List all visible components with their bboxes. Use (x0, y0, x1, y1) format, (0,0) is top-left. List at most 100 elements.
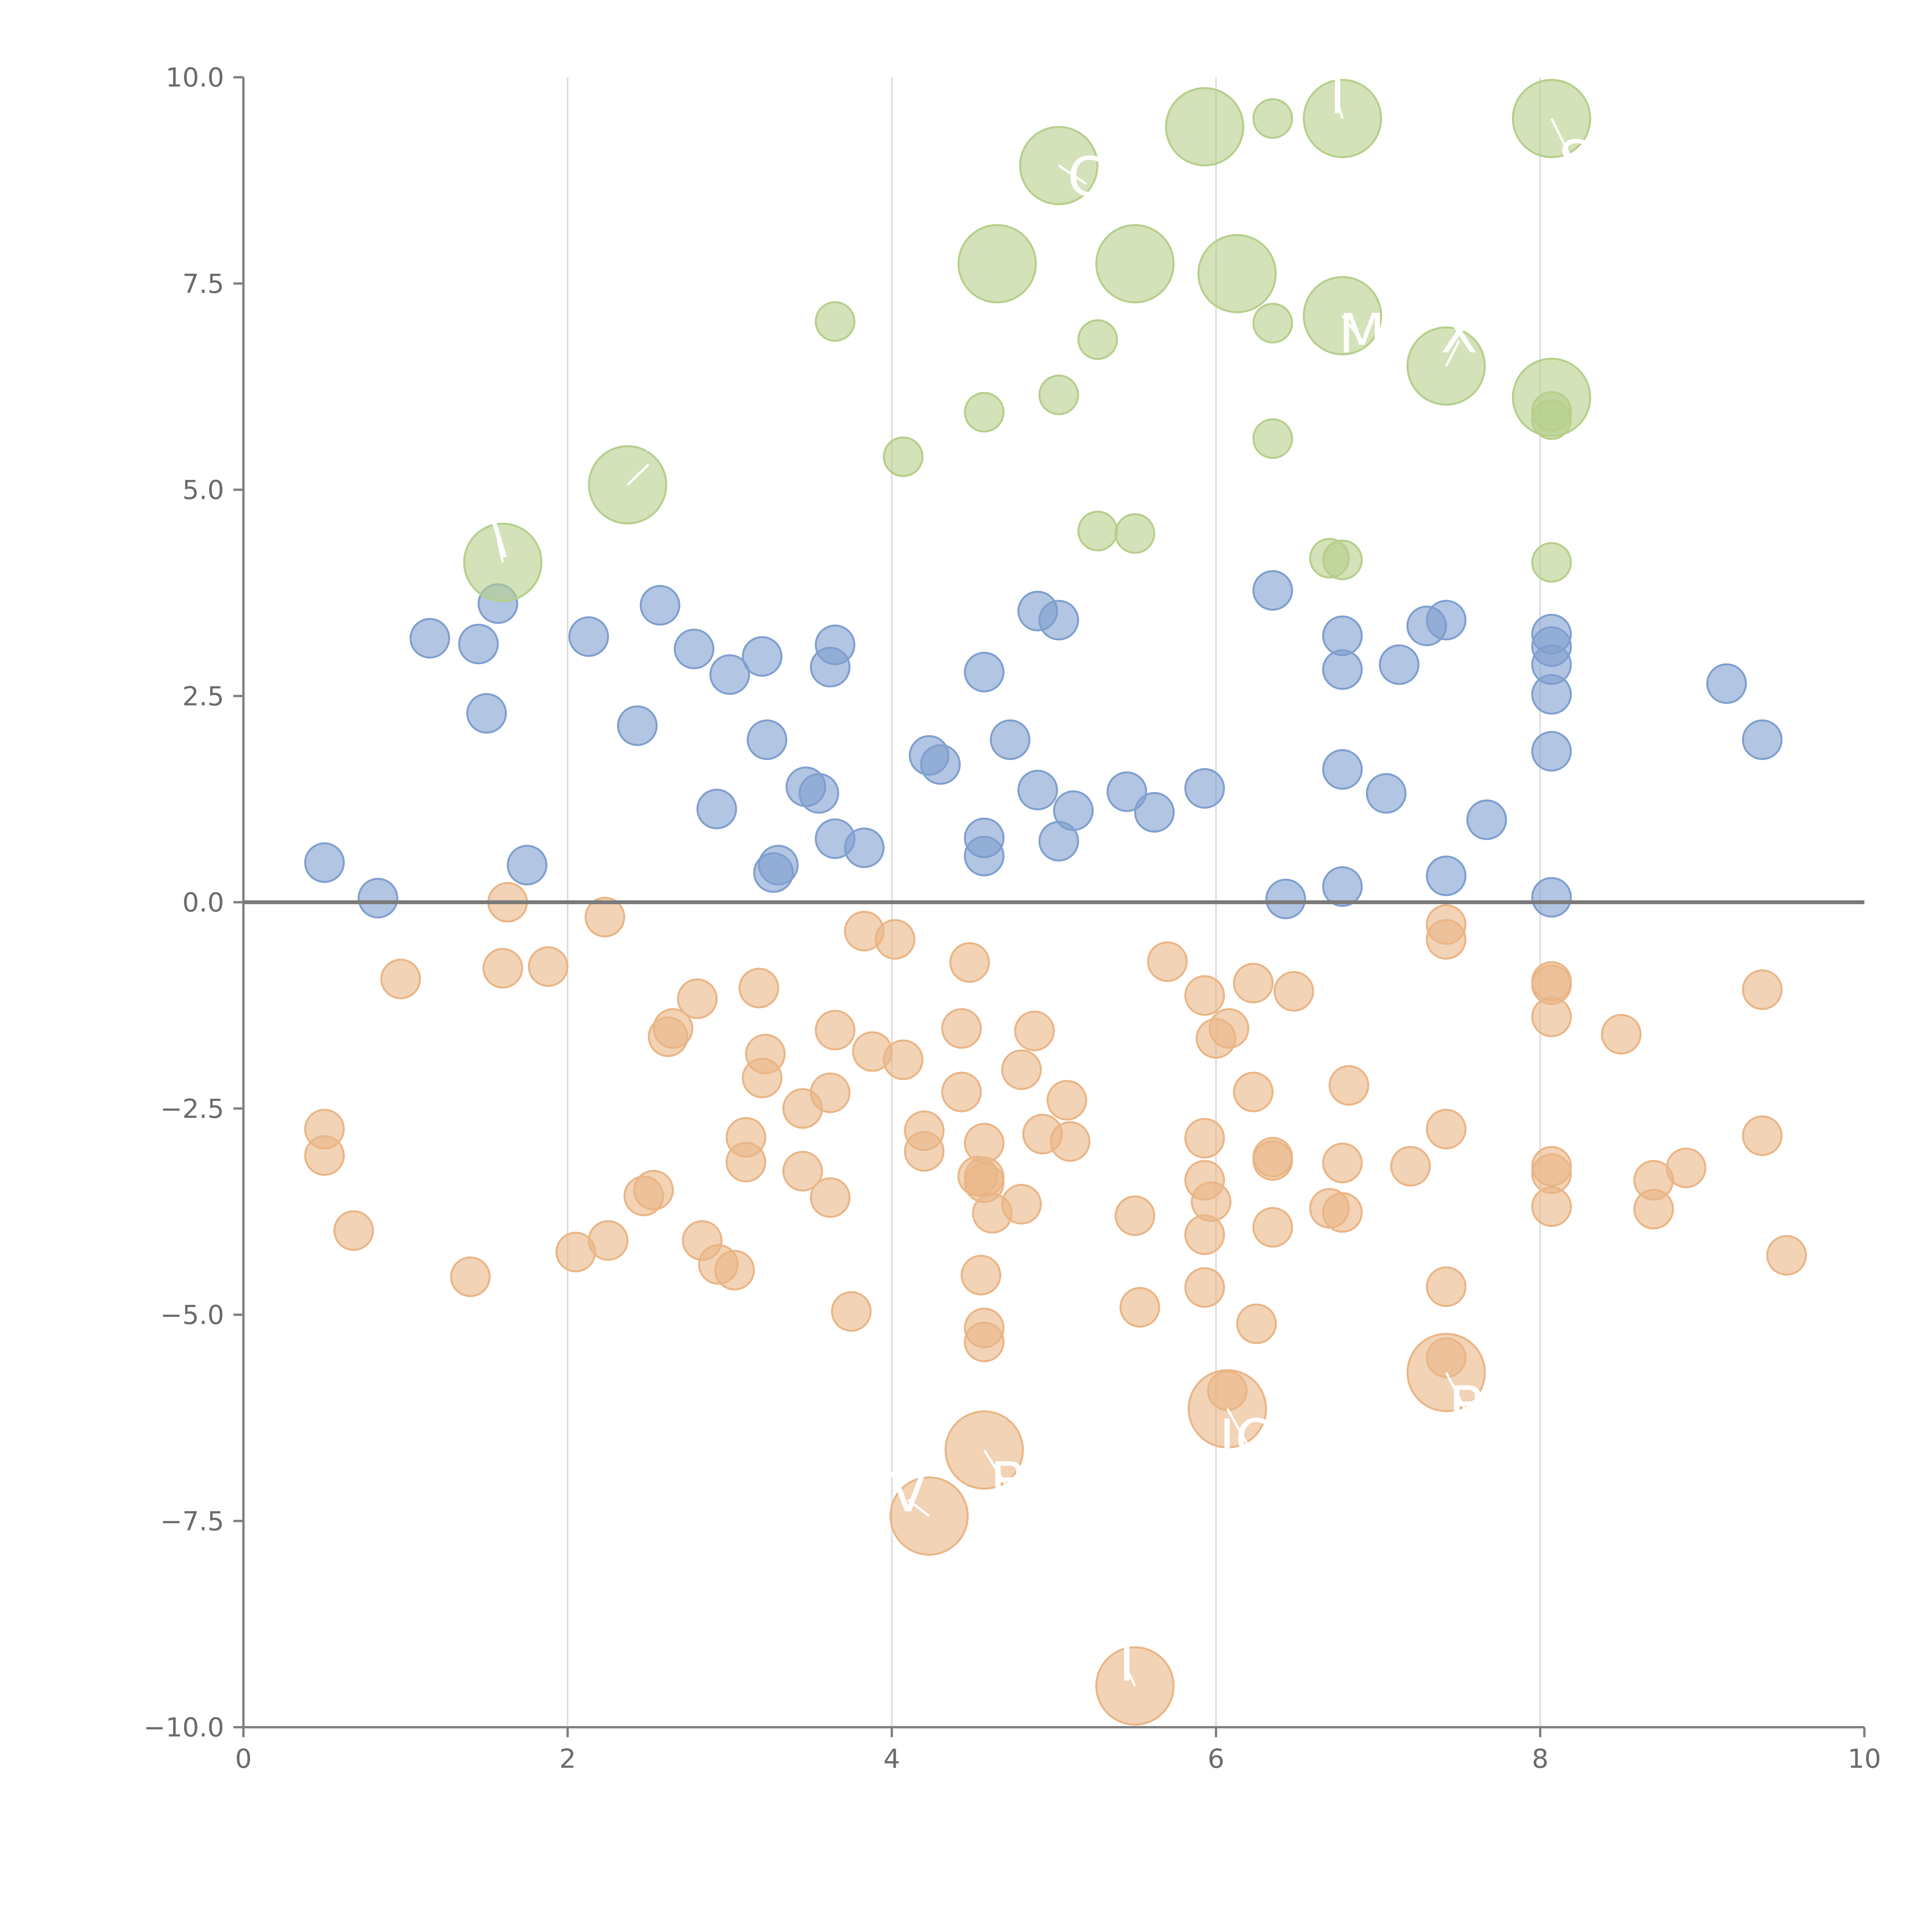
annotation-label: B (990, 1451, 1027, 1514)
annotation-label: M (1338, 303, 1385, 366)
blue-point (1322, 749, 1363, 790)
orange-point (584, 896, 625, 937)
orange-point (528, 946, 569, 987)
orange-point (738, 968, 779, 1009)
orange-point (1633, 1189, 1674, 1230)
orange-point (1233, 963, 1274, 1003)
green-point (1077, 319, 1118, 360)
orange-point (810, 1072, 851, 1113)
green-point (1252, 418, 1293, 459)
orange-point (1190, 1181, 1231, 1222)
blue-point (1466, 799, 1507, 840)
annotation-label: I (1119, 1631, 1135, 1694)
annotation-leader-line (1445, 1372, 1468, 1414)
green-point (1322, 539, 1363, 580)
y-tick-label: 5.0 (182, 475, 224, 506)
blue-point (1426, 855, 1467, 896)
green-point (1252, 303, 1293, 344)
orange-point (714, 1250, 755, 1291)
orange-point (1014, 1010, 1055, 1051)
green-point (1165, 87, 1245, 167)
x-tick-label: 10 (1848, 1744, 1881, 1774)
annotation-leader-line (983, 1449, 1010, 1490)
blue-point (1038, 600, 1079, 641)
y-tick-label: −2.5 (160, 1094, 224, 1124)
y-tick-label: 2.5 (182, 681, 224, 712)
orange-point (1184, 1118, 1225, 1159)
orange-point (949, 942, 990, 983)
blue-point (709, 654, 750, 695)
orange-point (304, 1135, 345, 1176)
orange-point (745, 1034, 786, 1075)
orange-point (1233, 1071, 1274, 1112)
blue-point (617, 705, 658, 746)
blue-point (815, 624, 855, 665)
orange-point (941, 1071, 982, 1112)
annotation-leader-line (627, 463, 650, 486)
orange-point (1236, 1303, 1277, 1344)
blue-point (1322, 615, 1363, 656)
orange-point (964, 1321, 1005, 1362)
y-tick-label: −10.0 (144, 1713, 224, 1743)
orange-point (1601, 1014, 1642, 1055)
blue-point (964, 651, 1005, 692)
blue-point (1366, 773, 1406, 814)
blue-point (964, 835, 1005, 876)
green-point (1077, 510, 1118, 551)
orange-point (1742, 969, 1783, 1010)
green-point (815, 301, 855, 342)
orange-point (653, 1008, 694, 1049)
orange-point (874, 919, 915, 960)
blue-point (1053, 790, 1094, 831)
blue-point (1322, 649, 1363, 690)
y-tick-label: −7.5 (160, 1506, 224, 1537)
x-tick-label: 6 (1208, 1744, 1224, 1774)
orange-point (1046, 1080, 1087, 1121)
annotation-label: ' (641, 426, 656, 489)
annotation-label: X (1440, 303, 1478, 366)
green-point (1095, 224, 1175, 304)
blue-point (920, 744, 961, 785)
blue-point (747, 719, 787, 760)
blue-point (1379, 644, 1420, 685)
blue-point (990, 719, 1031, 760)
orange-point (1531, 1186, 1572, 1227)
blue-point (844, 827, 885, 868)
x-tick-label: 0 (235, 1744, 252, 1774)
orange-point (1426, 1109, 1467, 1150)
orange-point (1766, 1235, 1807, 1276)
orange-point (1322, 1143, 1363, 1184)
orange-point (1252, 1140, 1293, 1181)
orange-point (633, 1170, 674, 1211)
blue-point (639, 585, 680, 626)
orange-point (1742, 1115, 1783, 1156)
orange-point (1666, 1147, 1707, 1188)
annotation-label: S (1559, 129, 1593, 192)
blue-point (357, 878, 398, 918)
blue-point (1531, 731, 1572, 772)
annotation-label: I (1330, 63, 1345, 126)
x-tick-label: 2 (559, 1744, 576, 1774)
blue-point (568, 616, 609, 657)
blue-point (458, 624, 499, 665)
blue-point (1742, 719, 1783, 760)
blue-point (758, 845, 799, 886)
y-tick-label: −5.0 (160, 1300, 224, 1331)
blue-point (1322, 866, 1363, 907)
blue-point (1426, 600, 1467, 641)
blue-point (1134, 792, 1175, 833)
blue-point (696, 789, 737, 830)
green-point (964, 392, 1005, 433)
orange-point (810, 1177, 851, 1218)
orange-point (588, 1220, 629, 1261)
orange-point (1531, 997, 1572, 1037)
annotation-label: \ (489, 502, 507, 565)
annotation-label: B (1449, 1375, 1486, 1438)
orange-point (1322, 1192, 1363, 1233)
orange-point (677, 978, 718, 1019)
annotation-leader-line (1341, 315, 1363, 342)
annotation-leader-line (907, 1499, 930, 1517)
orange-point (450, 1256, 491, 1297)
